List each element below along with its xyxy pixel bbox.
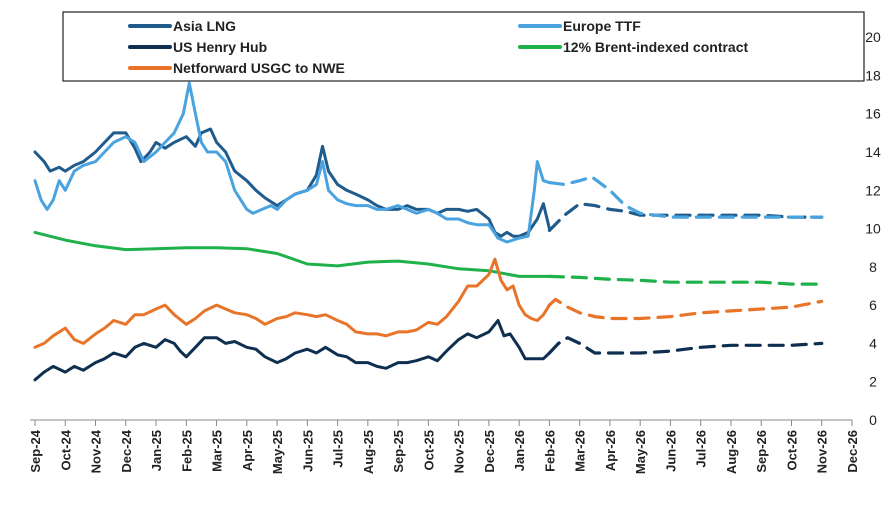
x-tick-label: Sep-25 [391, 430, 406, 473]
x-tick-label: Jul-26 [694, 430, 709, 468]
legend-label-us-henry-hub: US Henry Hub [173, 39, 267, 55]
y-tick-label: 20 [865, 29, 881, 45]
legend-box [62, 11, 865, 82]
y-tick-label: 16 [865, 106, 881, 122]
y-tick-label: 4 [869, 335, 877, 351]
x-tick-label: Dec-26 [845, 430, 860, 473]
x-tick-label: Mar-25 [210, 430, 225, 472]
legend-items: Asia LNG Europe TTF US Henry Hub 12% Brent-… [128, 18, 748, 76]
y-tick-label: 10 [865, 221, 881, 237]
x-tick-label: Apr-26 [603, 430, 618, 471]
x-tick-label: Jan-26 [512, 430, 527, 471]
x-tick-label: Jun-25 [300, 430, 315, 472]
y-tick-label: 0 [869, 412, 877, 428]
x-axis-ticks [34, 420, 853, 426]
legend-label-asia-lng: Asia LNG [173, 18, 236, 34]
legend-label-europe-ttf: Europe TTF [563, 18, 641, 34]
x-axis-labels: Sep-24 Oct-24 Nov-24 Dec-24 Jan-25 Feb-25 Mar-… [28, 429, 860, 474]
y-tick-label: 2 [869, 374, 877, 390]
legend-label-netforward-usgc-to-nwe: Netforward USGC to NWE [173, 60, 345, 76]
series-line-europe-ttf [33, 81, 551, 244]
x-tick-label: Nov-24 [89, 429, 104, 473]
x-tick-label: Feb-25 [179, 430, 194, 472]
y-tick-label: 8 [869, 259, 877, 275]
x-tick-label: Apr-25 [240, 430, 255, 471]
y-tick-label: 14 [865, 144, 881, 160]
legend: Asia LNG Europe TTF US Henry Hub 12% Brent-… [62, 11, 865, 82]
x-tick-label: Mar-26 [573, 430, 588, 472]
axes: Sep-24 Oct-24 Nov-24 Dec-24 Jan-25 Feb-25 Mar-… [28, 29, 881, 474]
y-tick-label: 6 [869, 297, 877, 313]
x-tick-label: Sep-26 [754, 430, 769, 473]
x-tick-label: May-25 [270, 430, 285, 474]
series-line-europe-ttf-forward [547, 175, 824, 219]
x-tick-label: Aug-26 [724, 430, 739, 474]
x-tick-label: Nov-25 [452, 430, 467, 473]
y-axis-labels: 0 2 4 6 8 10 12 14 16 18 20 [865, 29, 881, 428]
x-tick-label: Dec-25 [482, 430, 497, 473]
x-tick-label: Aug-25 [361, 430, 376, 474]
series-layer [33, 81, 824, 382]
x-tick-label: Sep-24 [28, 429, 43, 472]
series-line-asia-lng-forward [547, 202, 824, 233]
x-tick-label: Jul-25 [331, 430, 346, 468]
x-tick-label: Nov-26 [815, 430, 830, 473]
x-tick-label: Jan-25 [149, 430, 164, 471]
legend-label-12-brent-indexed-contract: 12% Brent-indexed contract [563, 39, 748, 55]
x-tick-label: Oct-24 [58, 429, 73, 470]
x-tick-label: Oct-26 [784, 430, 799, 470]
series-line-12-brent-indexed-contract-forward [547, 274, 824, 286]
x-tick-label: Dec-24 [119, 429, 134, 472]
y-tick-label: 18 [865, 67, 881, 83]
x-tick-label: Jun-26 [663, 430, 678, 472]
series-line-netforward-usgc-to-nwe [33, 257, 551, 349]
x-tick-label: Oct-25 [421, 430, 436, 470]
x-tick-label: May-26 [633, 430, 648, 474]
series-line-12-brent-indexed-contract [33, 230, 551, 278]
series-line-us-henry-hub [33, 319, 551, 382]
x-tick-label: Feb-26 [542, 430, 557, 472]
y-tick-label: 12 [865, 182, 881, 198]
series-line-netforward-usgc-to-nwe-forward [547, 297, 824, 321]
series-line-us-henry-hub-forward [547, 336, 824, 355]
